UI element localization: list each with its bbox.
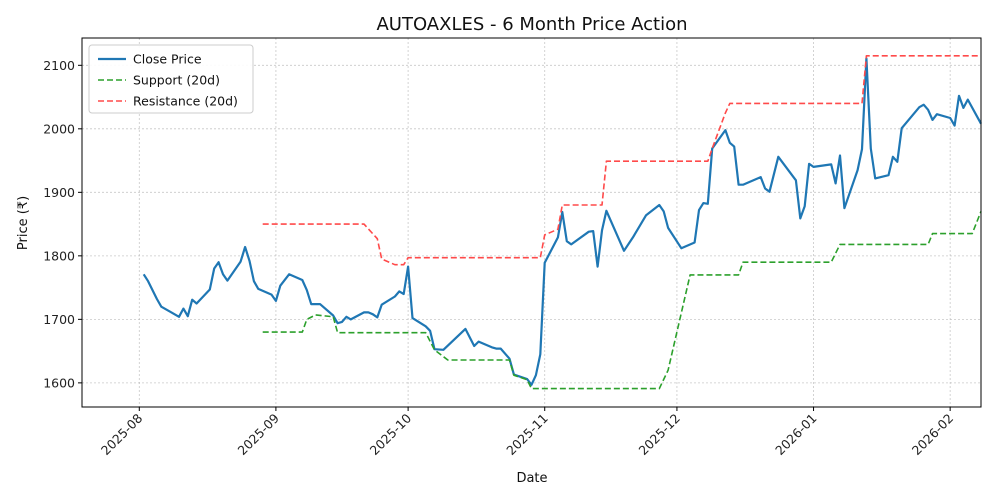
- series-lines: [142, 54, 982, 390]
- x-axis-title: Date: [516, 471, 547, 486]
- x-tick-label: 2025-11: [503, 411, 551, 459]
- x-tick-label: 2025-12: [636, 411, 684, 459]
- x-tick-label: 2026-01: [772, 411, 820, 459]
- resistance-20d-line: [262, 54, 981, 266]
- chart-title: AUTOAXLES - 6 Month Price Action: [376, 14, 687, 35]
- y-tick-label: 1600: [43, 375, 75, 390]
- support-20d-line: [262, 211, 982, 390]
- legend-label-support-20d: Support (20d): [133, 73, 220, 88]
- close-price-line: [142, 57, 982, 386]
- x-tick-label: 2026-02: [909, 411, 957, 459]
- y-tick-label: 2000: [43, 121, 75, 136]
- x-tick-label: 2025-08: [98, 410, 146, 458]
- y-tick-label: 1800: [43, 248, 75, 263]
- x-tick-label: 2025-09: [234, 410, 282, 458]
- y-tick-label: 1700: [43, 312, 75, 327]
- x-axis: 2025-08 2025-09 2025-10 2025-11 2025-12 2026-…: [98, 407, 956, 458]
- plot-frame: [81, 37, 982, 408]
- legend-label-close-price: Close Price: [133, 52, 202, 67]
- legend-label-resistance-20d: Resistance (20d): [133, 94, 238, 109]
- y-axis-title: Price (₹): [16, 196, 31, 250]
- legend: Close Price Support (20d) Resistance (20d): [88, 44, 254, 114]
- y-tick-label: 2100: [43, 58, 75, 73]
- x-tick-label: 2025-10: [367, 410, 415, 458]
- y-tick-label: 1900: [43, 185, 75, 200]
- y-axis: 1600 1700 1800 1900 2000 2100: [43, 58, 82, 390]
- legend-box: [88, 44, 254, 114]
